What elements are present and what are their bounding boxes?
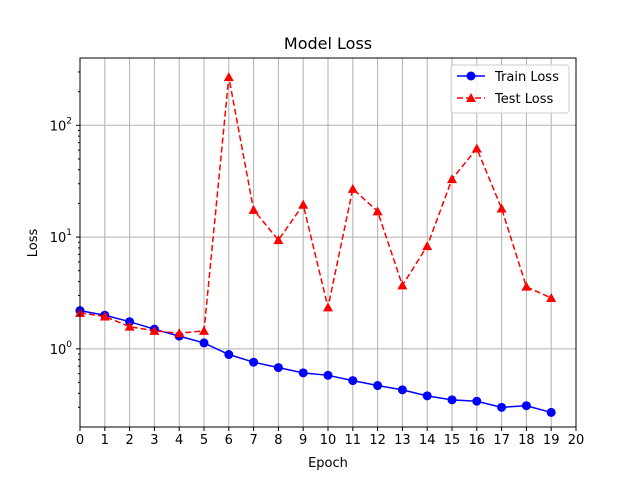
train-loss-point [323,370,333,380]
test-loss-point [298,199,309,209]
test-loss-point [496,203,507,213]
legend-label-test: Test Loss [494,92,553,107]
grid [79,58,577,427]
test-loss-point [422,241,433,251]
y-tick-label: 100 [50,340,73,358]
x-axis-label: Epoch [308,456,348,471]
legend-box [450,64,570,114]
x-tick-label: 3 [150,433,158,448]
train-loss-point [472,396,482,406]
test-loss-line [79,76,552,334]
y-axis-label: Loss [26,229,41,258]
train-loss-point [199,338,209,348]
test-loss-point [248,204,259,214]
x-tick-label: 20 [568,433,585,448]
x-tick-label: 10 [320,433,337,448]
test-loss-point [149,325,160,335]
test-loss-point [397,280,408,290]
test-loss-point [174,328,185,338]
test-loss-point [223,72,234,82]
x-tick-label: 11 [345,433,362,448]
test-loss-point [521,281,532,291]
train-loss-point [546,407,556,417]
legend: Train Loss Test Loss [450,64,570,114]
y-tick-label: 101 [50,228,72,246]
test-loss-point [546,293,557,303]
x-tick-label: 17 [493,433,510,448]
train-loss-point [397,385,407,395]
train-loss-line [79,309,552,414]
axis-ticks: 0 1 2 3 4 5 6 7 8 9 10 11 12 13 14 15 16 17 18 19 2010010110… [50,71,585,448]
x-tick-label: 1 [101,433,109,448]
x-tick-label: 12 [369,433,386,448]
train-loss-point [373,381,383,391]
train-loss-point [447,395,457,405]
test-loss-point [471,143,482,153]
train-loss-point [348,376,358,386]
legend-marker-train [466,71,476,81]
train-loss-point [273,363,283,373]
x-tick-label: 0 [76,433,84,448]
x-tick-label: 16 [469,433,486,448]
test-loss-point [372,206,383,216]
x-tick-label: 4 [175,433,183,448]
x-tick-label: 15 [444,433,461,448]
x-tick-label: 7 [249,433,257,448]
train-loss-point [249,357,259,367]
x-tick-label: 5 [200,433,208,448]
test-loss-point [347,183,358,193]
x-tick-label: 13 [394,433,411,448]
test-loss-point [273,235,284,245]
legend-marker-test [466,93,476,102]
test-loss-point [199,325,209,335]
train-loss-point [521,401,531,411]
train-loss-point [422,391,432,401]
test-loss-point [99,311,110,321]
train-loss-point [497,402,507,412]
y-tick-label: 102 [50,116,72,134]
test-loss-point [323,302,333,312]
train-loss-point [298,368,308,378]
x-tick-label: 9 [299,433,307,448]
test-loss-point [124,321,135,331]
train-loss-point [224,350,234,360]
x-tick-label: 2 [125,433,133,448]
series-layer [75,72,557,417]
x-tick-label: 18 [518,433,535,448]
x-tick-label: 19 [543,433,560,448]
test-loss-point [447,174,457,184]
legend-label-train: Train Loss [494,70,559,85]
x-tick-label: 8 [274,433,282,448]
x-tick-label: 14 [419,433,436,448]
chart-title: Model Loss [284,34,372,53]
x-tick-label: 6 [225,433,233,448]
